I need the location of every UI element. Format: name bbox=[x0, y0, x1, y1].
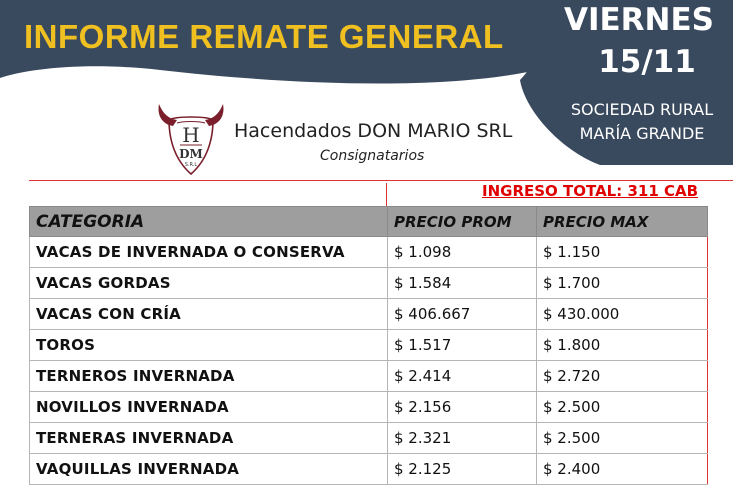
table-row: TERNEROS INVERNADA $ 2.414 $ 2.720 bbox=[29, 360, 708, 392]
report-title: INFORME REMATE GENERAL bbox=[24, 18, 504, 55]
row-avg-price: $ 406.667 bbox=[387, 298, 537, 330]
logo-letter-h: H bbox=[182, 123, 199, 147]
table-header-row: CATEGORIA PRECIO PROM PRECIO MAX bbox=[29, 206, 708, 237]
row-category: TERNEROS INVERNADA bbox=[29, 360, 388, 392]
row-avg-price: $ 2.321 bbox=[387, 422, 537, 454]
table-row: VACAS GORDAS $ 1.584 $ 1.700 bbox=[29, 267, 708, 299]
row-avg-price: $ 1.517 bbox=[387, 329, 537, 361]
company-subtitle: Consignatarios bbox=[320, 148, 425, 164]
row-category: TERNERAS INVERNADA bbox=[29, 422, 388, 454]
row-avg-price: $ 2.125 bbox=[387, 453, 537, 485]
row-avg-price: $ 1.098 bbox=[387, 236, 537, 268]
row-max-price: $ 1.800 bbox=[536, 329, 708, 361]
venue-line-1: SOCIEDAD RURAL bbox=[570, 100, 714, 119]
table-row: NOVILLOS INVERNADA $ 2.156 $ 2.500 bbox=[29, 391, 708, 423]
table-row: VACAS DE INVERNADA O CONSERVA $ 1.098 $ … bbox=[29, 236, 708, 268]
logo-letters-srl: S.R.L bbox=[185, 162, 198, 168]
red-rule-horizontal bbox=[29, 180, 733, 181]
row-category: VACAS GORDAS bbox=[29, 267, 388, 299]
table-row: VACAS CON CRÍA $ 406.667 $ 430.000 bbox=[29, 298, 708, 330]
row-category: TOROS bbox=[29, 329, 388, 361]
row-max-price: $ 2.500 bbox=[536, 391, 708, 423]
row-category: VACAS DE INVERNADA O CONSERVA bbox=[29, 236, 388, 268]
row-category: VAQUILLAS INVERNADA bbox=[29, 453, 388, 485]
row-category: VACAS CON CRÍA bbox=[29, 298, 388, 330]
row-max-price: $ 2.720 bbox=[536, 360, 708, 392]
bull-logo-icon: H DM S.R.L bbox=[158, 104, 224, 176]
row-max-price: $ 1.150 bbox=[536, 236, 708, 268]
company-name: Hacendados DON MARIO SRL bbox=[234, 120, 513, 142]
venue-line-2: MARÍA GRANDE bbox=[579, 124, 705, 143]
header-avg-price: PRECIO PROM bbox=[387, 206, 537, 237]
header-category: CATEGORIA bbox=[29, 206, 388, 237]
row-max-price: $ 430.000 bbox=[536, 298, 708, 330]
table-row: VAQUILLAS INVERNADA $ 2.125 $ 2.400 bbox=[29, 453, 708, 485]
table-row: TERNERAS INVERNADA $ 2.321 $ 2.500 bbox=[29, 422, 708, 454]
row-max-price: $ 2.500 bbox=[536, 422, 708, 454]
total-ingreso-label: INGRESO TOTAL: 311 CAB bbox=[482, 182, 699, 200]
row-category: NOVILLOS INVERNADA bbox=[29, 391, 388, 423]
date-panel bbox=[520, 0, 733, 165]
row-avg-price: $ 1.584 bbox=[387, 267, 537, 299]
row-max-price: $ 2.400 bbox=[536, 453, 708, 485]
date-day: VIERNES bbox=[563, 2, 715, 38]
logo-letters-dm: DM bbox=[179, 147, 203, 161]
header-max-price: PRECIO MAX bbox=[536, 206, 708, 237]
table-row: TOROS $ 1.517 $ 1.800 bbox=[29, 329, 708, 361]
header-band bbox=[0, 0, 560, 84]
red-rule-vertical bbox=[386, 183, 387, 207]
row-max-price: $ 1.700 bbox=[536, 267, 708, 299]
prices-table: CATEGORIA PRECIO PROM PRECIO MAX VACAS D… bbox=[29, 206, 708, 485]
date-number: 15/11 bbox=[598, 44, 696, 80]
row-avg-price: $ 2.414 bbox=[387, 360, 537, 392]
row-avg-price: $ 2.156 bbox=[387, 391, 537, 423]
